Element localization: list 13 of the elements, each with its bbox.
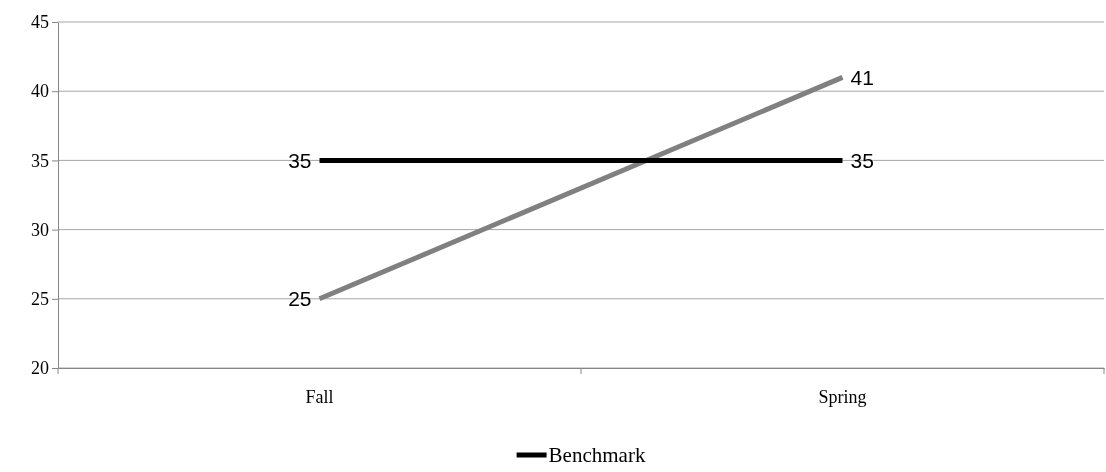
x-tick-label: Spring <box>818 386 867 407</box>
y-tick-label: 45 <box>31 12 49 33</box>
y-tick-label: 25 <box>31 289 49 310</box>
x-tick-label: Fall <box>305 386 334 407</box>
y-tick-label: 40 <box>31 81 49 102</box>
y-tick-label: 35 <box>31 150 49 171</box>
legend-label: Benchmark <box>548 443 646 468</box>
data-label: 35 <box>288 148 312 172</box>
data-label: 25 <box>288 287 312 311</box>
data-label: 41 <box>850 65 874 89</box>
y-tick-label: 20 <box>31 358 49 379</box>
y-tick-label: 30 <box>31 219 49 240</box>
data-label: 35 <box>850 148 874 172</box>
